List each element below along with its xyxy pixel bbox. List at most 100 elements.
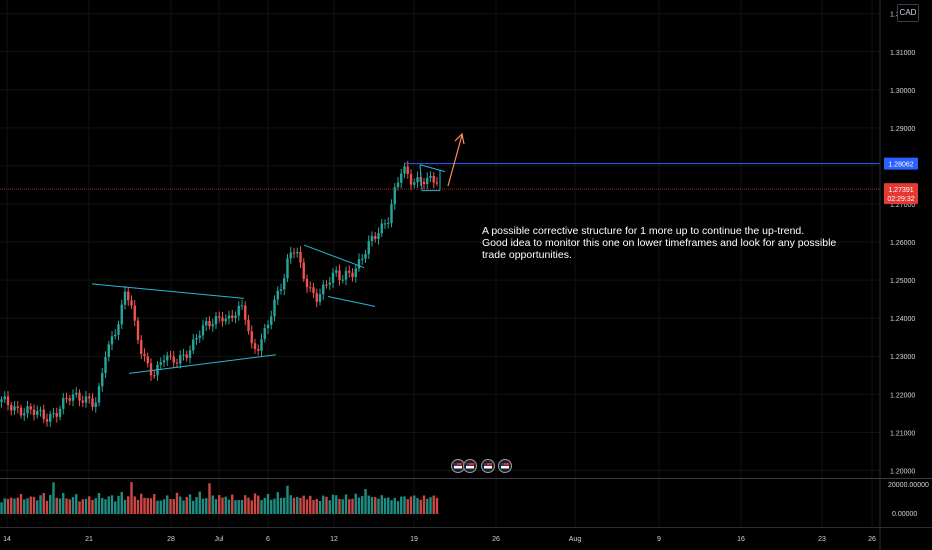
currency-badge[interactable]: CAD bbox=[897, 4, 919, 22]
candle-body bbox=[214, 316, 218, 325]
volume-bar bbox=[201, 498, 205, 514]
candle-body bbox=[88, 396, 91, 399]
flag-canton bbox=[501, 463, 504, 466]
volume-bar bbox=[331, 494, 335, 514]
candle-body bbox=[123, 291, 127, 305]
annotation-line-3: trade opportunities. bbox=[482, 249, 572, 261]
wedge-3-left bbox=[419, 164, 423, 191]
volume-bar bbox=[162, 499, 166, 514]
wedge-1-lower bbox=[128, 354, 277, 374]
volume-bar bbox=[68, 499, 71, 514]
volume-bar bbox=[273, 498, 276, 514]
candle-body bbox=[117, 324, 120, 335]
annotation-line-1: A possible corrective structure for 1 mo… bbox=[482, 225, 805, 237]
current-price-label: 1.27391 bbox=[888, 187, 913, 194]
projection-arrow-shaft bbox=[447, 134, 463, 187]
candle-body bbox=[435, 182, 439, 184]
volume-bar bbox=[286, 485, 289, 514]
candle-body bbox=[172, 356, 175, 363]
volume-tick-label: 0.00000 bbox=[892, 511, 917, 518]
candle-body bbox=[146, 356, 149, 364]
volume-bar bbox=[146, 498, 149, 514]
volume-bar bbox=[45, 500, 49, 514]
candle-body bbox=[244, 305, 247, 320]
volume-bar bbox=[435, 497, 439, 514]
volume-bar bbox=[374, 497, 377, 514]
volume-bar bbox=[52, 482, 55, 514]
volume-bar bbox=[185, 496, 188, 514]
candle-body bbox=[198, 335, 201, 338]
candle-body bbox=[273, 299, 276, 317]
candle-body bbox=[169, 355, 172, 357]
wedge-3-upper bbox=[419, 164, 446, 173]
flag-stripe bbox=[454, 463, 462, 466]
volume-bar bbox=[58, 498, 62, 514]
flag-canton bbox=[484, 463, 487, 466]
volume-bar bbox=[322, 495, 325, 514]
volume-bar bbox=[81, 499, 84, 514]
volume-bar bbox=[406, 499, 409, 514]
volume-bar bbox=[380, 495, 383, 514]
candle-body bbox=[390, 204, 393, 223]
volume-bar bbox=[65, 498, 68, 514]
candle-body bbox=[266, 324, 270, 329]
volume-bar bbox=[188, 494, 192, 514]
time-tick-label: 9 bbox=[657, 536, 661, 543]
volume-bar bbox=[114, 501, 117, 514]
volume-bar bbox=[3, 498, 6, 514]
candle-body bbox=[377, 233, 380, 239]
volume-bar bbox=[104, 499, 107, 514]
volume-bar bbox=[354, 493, 357, 514]
volume-bar bbox=[292, 497, 296, 514]
candle-body bbox=[166, 355, 169, 361]
candle-body bbox=[58, 408, 62, 417]
volume-bar bbox=[71, 497, 75, 514]
volume-bar bbox=[32, 496, 36, 514]
volume-bar bbox=[335, 495, 338, 514]
volume-bar bbox=[133, 496, 136, 514]
volume-bar bbox=[36, 500, 39, 514]
time-tick-label: 14 bbox=[3, 536, 11, 543]
candle-body bbox=[205, 321, 208, 326]
candle-body bbox=[78, 392, 81, 401]
candle-body bbox=[257, 348, 260, 351]
time-axis[interactable]: 14 21 28 Jul 6 12 19 26 Aug 9 16 23 26 bbox=[3, 536, 876, 543]
candle-body bbox=[227, 315, 231, 319]
volume-bar bbox=[159, 500, 162, 514]
candle-body bbox=[426, 177, 429, 185]
candle-body bbox=[159, 362, 162, 365]
price-tick-label: 1.31000 bbox=[890, 50, 915, 57]
candle-body bbox=[175, 362, 179, 364]
candle-body bbox=[19, 407, 23, 416]
candle-body bbox=[110, 336, 114, 345]
volume-bar bbox=[309, 495, 312, 514]
price-tick-label: 1.22000 bbox=[890, 392, 915, 399]
candle-body bbox=[292, 252, 296, 254]
volume-bar bbox=[396, 501, 400, 514]
candle-body bbox=[309, 287, 312, 289]
candle-body bbox=[36, 410, 39, 415]
volume-bar bbox=[136, 499, 140, 514]
volume-bar bbox=[78, 501, 81, 514]
candle-body bbox=[312, 287, 315, 294]
candle-body bbox=[195, 337, 198, 340]
volume-bar bbox=[325, 496, 328, 514]
volume-bar bbox=[231, 494, 234, 514]
candle-body bbox=[322, 284, 325, 295]
candle-body bbox=[367, 240, 370, 254]
candle-body bbox=[221, 317, 224, 322]
candle-body bbox=[406, 166, 409, 174]
volume-bar bbox=[270, 499, 273, 514]
candle-body bbox=[374, 236, 377, 239]
volume-bar bbox=[257, 495, 260, 514]
candle-body bbox=[279, 289, 283, 291]
candle-body bbox=[348, 270, 351, 273]
candle-body bbox=[354, 268, 357, 278]
candle-body bbox=[328, 282, 331, 285]
volume-bar bbox=[409, 496, 413, 514]
volume-bar bbox=[26, 498, 29, 514]
candle-body bbox=[192, 339, 195, 351]
candle-body bbox=[247, 319, 250, 332]
event-icons[interactable] bbox=[451, 459, 512, 473]
